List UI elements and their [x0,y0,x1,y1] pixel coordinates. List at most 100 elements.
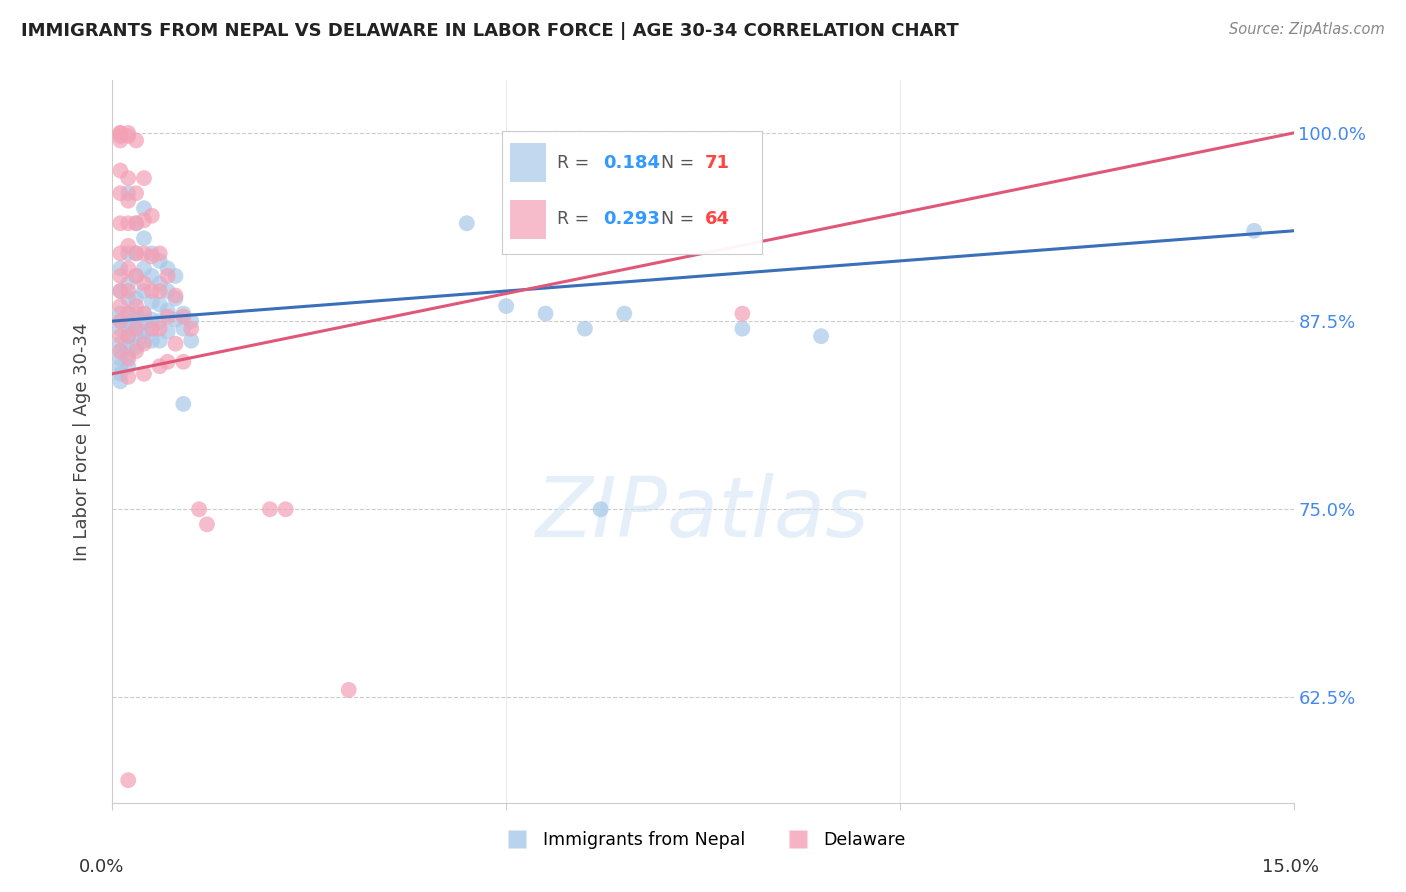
Delaware [337,682,360,697]
Immigrants from Nepal [1243,224,1265,238]
Delaware [125,246,148,260]
Delaware [132,367,155,381]
Immigrants from Nepal [110,284,132,298]
Delaware [117,239,139,253]
Delaware [132,246,155,260]
Immigrants from Nepal [132,325,155,339]
Immigrants from Nepal [172,307,194,321]
Delaware [110,329,132,343]
Immigrants from Nepal [117,321,139,335]
Immigrants from Nepal [132,314,155,328]
Immigrants from Nepal [117,246,139,260]
Immigrants from Nepal [117,359,139,374]
Immigrants from Nepal [110,344,132,359]
Immigrants from Nepal [110,307,132,321]
Immigrants from Nepal [156,284,179,298]
Immigrants from Nepal [731,321,754,335]
Immigrants from Nepal [125,268,148,283]
Immigrants from Nepal [180,334,202,348]
Delaware [110,216,132,230]
Delaware [132,307,155,321]
Delaware [117,261,139,276]
Immigrants from Nepal [117,186,139,201]
Delaware [172,355,194,369]
Delaware [180,321,202,335]
Delaware [731,307,754,321]
Delaware [110,126,132,140]
Delaware [110,268,132,283]
Delaware [132,277,155,291]
Immigrants from Nepal [589,502,612,516]
Immigrants from Nepal [149,277,172,291]
Immigrants from Nepal [172,321,194,335]
Delaware [110,186,132,201]
Immigrants from Nepal [117,329,139,343]
Delaware [110,126,132,140]
Immigrants from Nepal [165,292,187,306]
Delaware [132,171,155,186]
Immigrants from Nepal [180,314,202,328]
Delaware [156,310,179,324]
Immigrants from Nepal [110,367,132,381]
Delaware [274,502,297,516]
Delaware [149,359,172,374]
Delaware [195,517,218,532]
Delaware [117,171,139,186]
Immigrants from Nepal [132,201,155,215]
Delaware [117,329,139,343]
Delaware [110,163,132,178]
Immigrants from Nepal [110,351,132,366]
Delaware [125,299,148,313]
Delaware [188,502,211,516]
Immigrants from Nepal [613,307,636,321]
Immigrants from Nepal [132,231,155,245]
Delaware [117,128,139,143]
Delaware [117,351,139,366]
Immigrants from Nepal [165,268,187,283]
Immigrants from Nepal [110,261,132,276]
Delaware [117,307,139,321]
Delaware [149,284,172,298]
Immigrants from Nepal [125,307,148,321]
Immigrants from Nepal [117,292,139,306]
Immigrants from Nepal [125,321,148,335]
Immigrants from Nepal [149,297,172,311]
Immigrants from Nepal [156,325,179,339]
Immigrants from Nepal [117,340,139,354]
Text: ZIPatlas: ZIPatlas [536,474,870,554]
Legend: Immigrants from Nepal, Delaware: Immigrants from Nepal, Delaware [494,823,912,855]
Immigrants from Nepal [117,349,139,363]
Immigrants from Nepal [149,314,172,328]
Delaware [132,213,155,227]
Delaware [110,246,132,260]
Immigrants from Nepal [156,261,179,276]
Delaware [132,336,155,351]
Delaware [110,128,132,143]
Immigrants from Nepal [125,216,148,230]
Y-axis label: In Labor Force | Age 30-34: In Labor Force | Age 30-34 [73,322,91,561]
Delaware [125,133,148,147]
Immigrants from Nepal [141,268,163,283]
Text: 15.0%: 15.0% [1263,858,1319,876]
Immigrants from Nepal [132,334,155,348]
Immigrants from Nepal [110,359,132,374]
Immigrants from Nepal [141,334,163,348]
Immigrants from Nepal [141,321,163,335]
Delaware [172,310,194,324]
Delaware [149,321,172,335]
Delaware [110,133,132,147]
Delaware [156,355,179,369]
Delaware [141,284,163,298]
Delaware [125,344,148,359]
Delaware [110,284,132,298]
Delaware [141,209,163,223]
Delaware [165,288,187,302]
Immigrants from Nepal [456,216,478,230]
Immigrants from Nepal [172,397,194,411]
Delaware [156,268,179,283]
Delaware [141,249,163,263]
Immigrants from Nepal [117,307,139,321]
Immigrants from Nepal [149,334,172,348]
Delaware [117,216,139,230]
Immigrants from Nepal [125,314,148,328]
